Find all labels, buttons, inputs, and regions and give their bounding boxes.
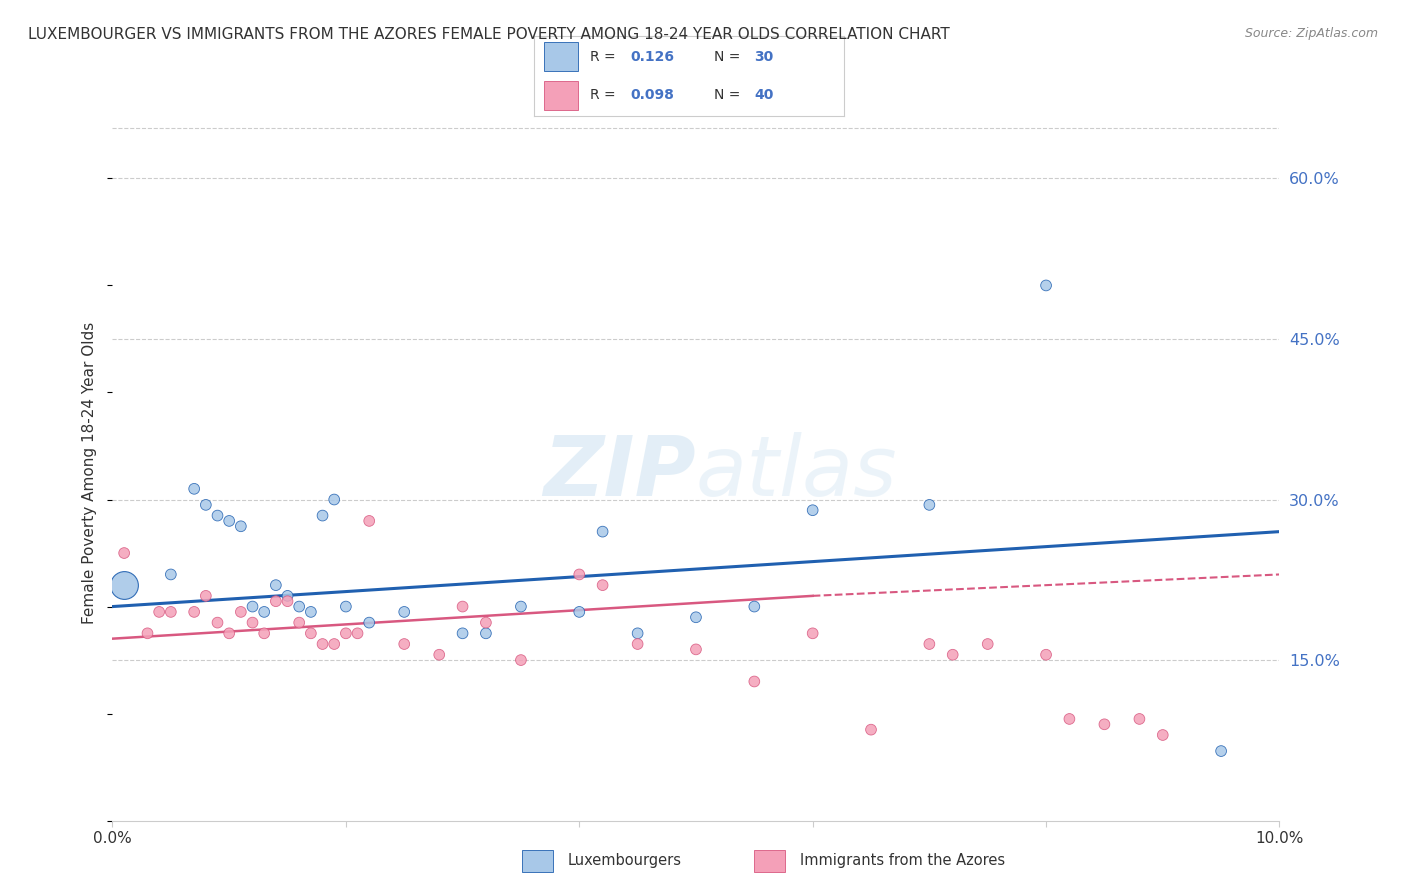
Point <box>207 615 229 630</box>
Point <box>685 642 707 657</box>
Point <box>392 605 416 619</box>
Point <box>323 492 346 507</box>
Point <box>976 637 998 651</box>
Point <box>742 674 765 689</box>
Bar <box>522 849 553 872</box>
Bar <box>544 80 578 110</box>
Bar <box>544 42 578 71</box>
Point <box>592 578 614 592</box>
Text: N =: N = <box>714 50 744 63</box>
Point <box>1152 728 1174 742</box>
Point <box>918 637 941 651</box>
Point <box>509 599 531 614</box>
Point <box>288 615 311 630</box>
Point <box>148 605 170 619</box>
Point <box>218 514 240 528</box>
Point <box>592 524 614 539</box>
Point <box>160 567 183 582</box>
Text: 0.098: 0.098 <box>630 88 673 102</box>
Point <box>229 519 252 533</box>
Point <box>359 615 381 630</box>
Point <box>942 648 965 662</box>
Point <box>1128 712 1150 726</box>
Point <box>1209 744 1232 758</box>
Text: LUXEMBOURGER VS IMMIGRANTS FROM THE AZORES FEMALE POVERTY AMONG 18-24 YEAR OLDS : LUXEMBOURGER VS IMMIGRANTS FROM THE AZOR… <box>28 27 950 42</box>
Point <box>253 605 276 619</box>
Text: Immigrants from the Azores: Immigrants from the Azores <box>800 854 1005 868</box>
Point <box>392 637 416 651</box>
Bar <box>754 849 785 872</box>
Point <box>112 578 135 592</box>
Point <box>299 626 322 640</box>
Point <box>288 599 311 614</box>
Point <box>253 626 276 640</box>
Point <box>194 589 217 603</box>
Point <box>335 626 357 640</box>
Text: atlas: atlas <box>696 433 897 513</box>
Y-axis label: Female Poverty Among 18-24 Year Olds: Female Poverty Among 18-24 Year Olds <box>82 322 97 624</box>
Point <box>136 626 159 640</box>
Point <box>801 626 824 640</box>
Point <box>451 626 474 640</box>
Point <box>626 626 648 640</box>
Point <box>626 637 648 651</box>
Point <box>1035 648 1057 662</box>
Text: R =: R = <box>591 88 620 102</box>
Point <box>264 578 287 592</box>
Point <box>194 498 217 512</box>
Point <box>112 546 135 560</box>
Point <box>299 605 322 619</box>
Point <box>509 653 531 667</box>
Point <box>207 508 229 523</box>
Point <box>801 503 824 517</box>
Text: R =: R = <box>591 50 620 63</box>
Text: 40: 40 <box>754 88 773 102</box>
Point <box>359 514 381 528</box>
Point <box>323 637 346 651</box>
Point <box>1035 278 1057 293</box>
Point <box>1092 717 1115 731</box>
Text: 0.126: 0.126 <box>630 50 673 63</box>
Point <box>276 594 298 608</box>
Point <box>311 508 333 523</box>
Point <box>218 626 240 640</box>
Point <box>918 498 941 512</box>
Point <box>1059 712 1081 726</box>
Point <box>568 605 591 619</box>
Point <box>475 626 498 640</box>
Point <box>264 594 287 608</box>
Text: ZIP: ZIP <box>543 433 696 513</box>
Text: N =: N = <box>714 88 744 102</box>
Point <box>742 599 765 614</box>
Point <box>183 482 205 496</box>
Point <box>346 626 368 640</box>
Point <box>183 605 205 619</box>
Point <box>568 567 591 582</box>
Point <box>242 615 264 630</box>
Point <box>311 637 333 651</box>
Point <box>335 599 357 614</box>
Text: 30: 30 <box>754 50 773 63</box>
Point <box>859 723 883 737</box>
Point <box>276 589 298 603</box>
Point <box>427 648 450 662</box>
Point <box>451 599 474 614</box>
Point <box>475 615 498 630</box>
Point <box>229 605 252 619</box>
Point <box>160 605 183 619</box>
Point <box>242 599 264 614</box>
Text: Source: ZipAtlas.com: Source: ZipAtlas.com <box>1244 27 1378 40</box>
Text: Luxembourgers: Luxembourgers <box>568 854 682 868</box>
Point <box>685 610 707 624</box>
